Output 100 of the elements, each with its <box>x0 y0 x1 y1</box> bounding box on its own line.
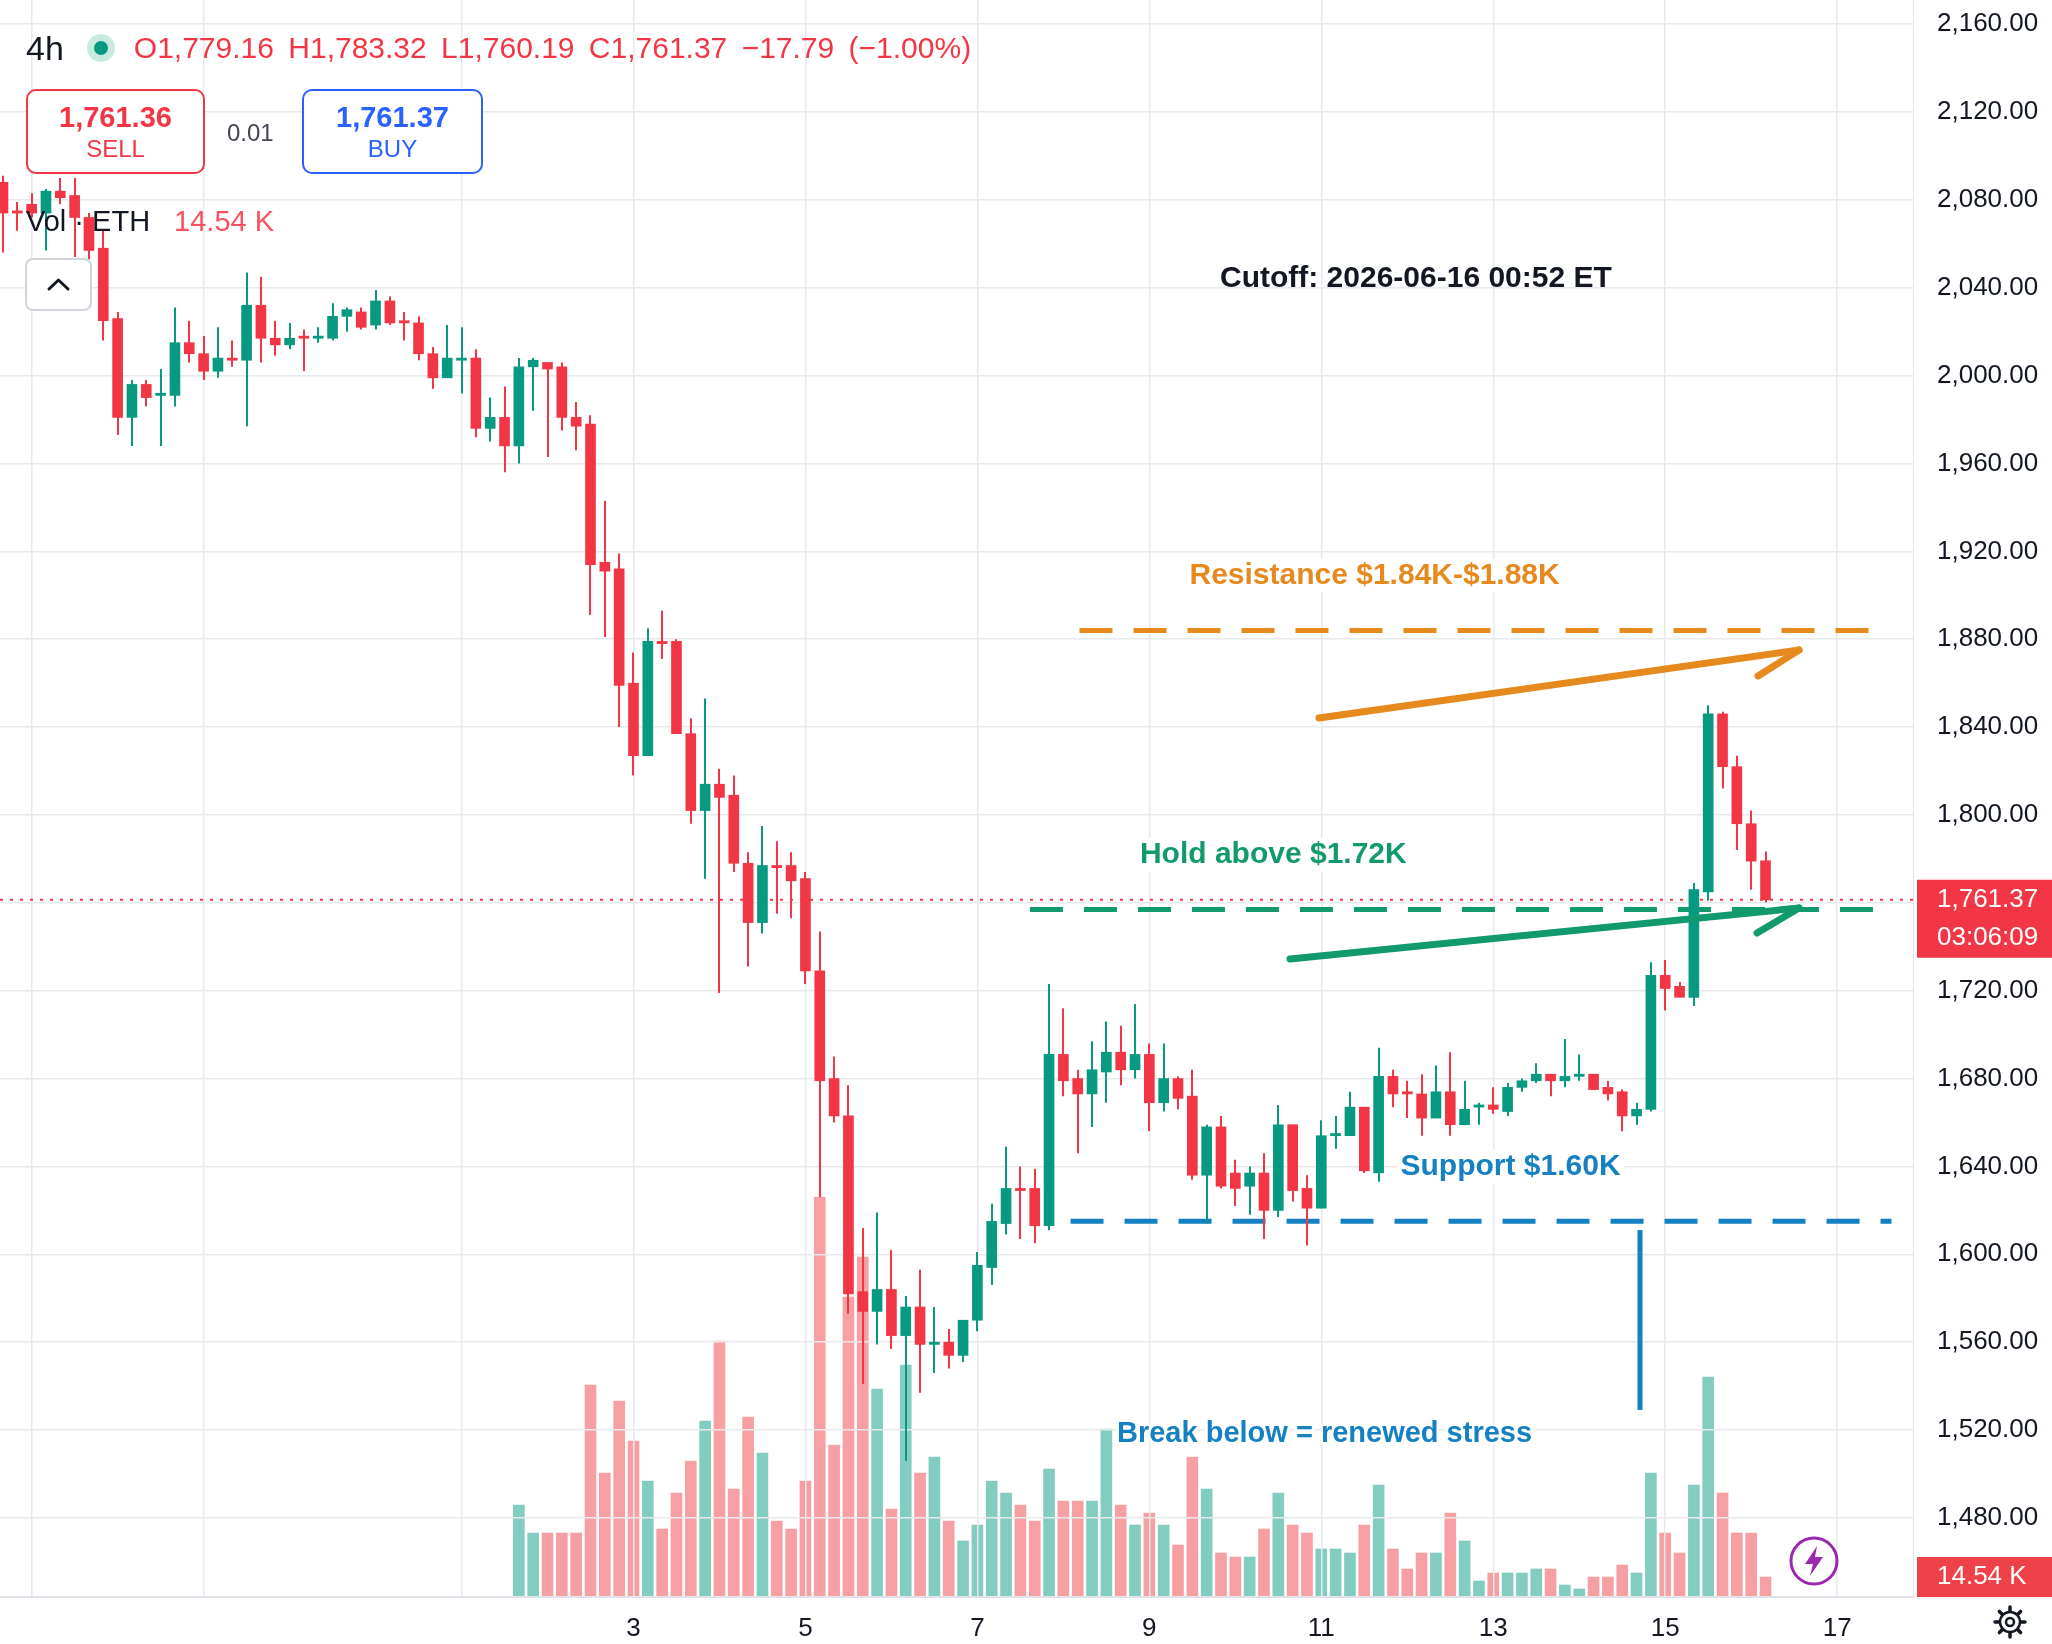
bar <box>570 1532 582 1597</box>
bar <box>770 1520 783 1597</box>
candlestick <box>1387 1068 1399 1109</box>
bar <box>1473 1580 1485 1597</box>
bar <box>1086 1500 1098 1597</box>
x-tick-label: 11 <box>1307 1611 1335 1642</box>
candlestick <box>1301 1174 1313 1247</box>
candlestick <box>69 176 80 259</box>
candlestick <box>1172 1075 1184 1111</box>
bar <box>885 1508 898 1597</box>
candlestick <box>456 326 467 395</box>
candlestick <box>1459 1079 1470 1126</box>
y-tick-label: 1,680.00 <box>1937 1061 2039 1092</box>
bar <box>813 1197 826 1597</box>
bar <box>1645 1472 1657 1597</box>
candlestick <box>1559 1038 1571 1089</box>
annotation: SELL <box>86 133 145 164</box>
bar <box>1444 1512 1457 1597</box>
y-tick-label: 1,480.00 <box>1937 1501 2039 1532</box>
bar <box>670 1492 683 1597</box>
y-tick-label: 2,120.00 <box>1937 95 2039 126</box>
candlestick <box>269 319 281 357</box>
sell-button: 1,761.36 SELL <box>26 89 205 174</box>
candlestick <box>398 310 410 342</box>
bar <box>556 1532 568 1597</box>
bar <box>1071 1500 1084 1597</box>
y-tick-label: 1,600.00 <box>1937 1237 2039 1268</box>
bar <box>942 1520 955 1597</box>
bar <box>1458 1540 1471 1597</box>
candlestick <box>384 295 396 327</box>
bar <box>713 1340 726 1597</box>
bar <box>1716 1492 1729 1597</box>
series-label: Resistance $1.84K-$1.88K <box>1189 556 1561 590</box>
y-tick-label: 2,160.00 <box>1937 7 2039 38</box>
bar <box>1157 1524 1170 1597</box>
bar <box>1344 1552 1356 1597</box>
bar <box>899 1364 912 1597</box>
bar <box>1043 1468 1055 1597</box>
bar <box>1057 1500 1070 1597</box>
candlestick <box>656 609 668 661</box>
bar <box>584 1384 597 1597</box>
bar <box>1702 1376 1715 1597</box>
bar <box>1114 1504 1127 1597</box>
bar <box>1559 1584 1571 1597</box>
bar <box>1243 1556 1256 1597</box>
y-tick-label: 2,000.00 <box>1937 358 2039 389</box>
bar <box>1358 1524 1371 1597</box>
candlestick <box>1330 1114 1341 1150</box>
candlestick <box>441 324 453 379</box>
bar <box>1186 1456 1199 1597</box>
text: 14.54 K <box>1937 1560 2028 1591</box>
annotation: 0.01 <box>227 118 274 148</box>
candlestick <box>212 326 224 379</box>
bar <box>1745 1532 1758 1597</box>
text: 03:06:09 <box>1937 921 2039 952</box>
annotation: 14.54 K <box>174 204 275 238</box>
series-label: Hold above $1.72K <box>1139 835 1408 869</box>
bar <box>1544 1568 1557 1597</box>
candlestick <box>1115 1024 1127 1087</box>
bar <box>914 1472 926 1597</box>
bar <box>1301 1532 1313 1597</box>
bar <box>684 1460 697 1597</box>
bar <box>785 1528 797 1597</box>
candlestick <box>155 368 166 447</box>
candlestick <box>284 321 295 351</box>
candlestick <box>183 319 195 364</box>
x-tick-label: 7 <box>970 1611 985 1642</box>
x-tick-label: 13 <box>1478 1611 1508 1642</box>
candlestick <box>929 1306 940 1374</box>
x-tick-label: 5 <box>798 1611 813 1642</box>
bar <box>828 1444 840 1597</box>
candlestick <box>1129 1002 1141 1080</box>
bar <box>1401 1568 1414 1597</box>
bar <box>871 1388 883 1597</box>
bar <box>985 1480 998 1597</box>
bar <box>656 1528 668 1597</box>
y-tick-label: 1,720.00 <box>1937 973 2039 1004</box>
candlestick <box>871 1211 883 1346</box>
bar <box>541 1532 554 1597</box>
bar <box>1387 1548 1399 1597</box>
bar <box>1329 1548 1342 1597</box>
x-tick-label: 17 <box>1822 1611 1852 1642</box>
bar <box>756 1452 769 1597</box>
bar <box>1372 1484 1385 1597</box>
candlestick <box>355 306 367 331</box>
bar <box>856 1256 869 1597</box>
candlestick <box>1230 1158 1241 1207</box>
candlestick <box>54 176 66 206</box>
annotation: Cutoff: 2026-06-16 00:52 ET <box>1220 259 1612 295</box>
candlestick <box>771 840 783 915</box>
y-tick-label: 1,920.00 <box>1937 534 2039 565</box>
bar <box>513 1504 525 1597</box>
bar <box>1229 1556 1242 1597</box>
bar <box>1000 1492 1012 1597</box>
candlestick <box>1487 1086 1499 1115</box>
bar <box>1200 1488 1213 1597</box>
candlestick <box>1631 1101 1642 1126</box>
candlestick <box>1244 1165 1255 1216</box>
y-tick-label: 1,880.00 <box>1937 622 2039 653</box>
x-tick-label: 3 <box>626 1611 641 1642</box>
